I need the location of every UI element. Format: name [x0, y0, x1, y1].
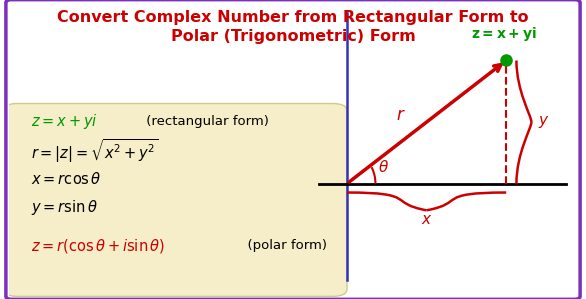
Text: $z = x + yi$: $z = x + yi$: [32, 112, 98, 131]
Text: (polar form): (polar form): [239, 239, 327, 252]
Text: $x$: $x$: [421, 212, 432, 227]
FancyBboxPatch shape: [3, 103, 347, 296]
Text: $z = r(\cos\theta + i\sin\theta)$: $z = r(\cos\theta + i\sin\theta)$: [32, 237, 165, 255]
Text: $\theta$: $\theta$: [379, 159, 390, 175]
Text: (rectangular form): (rectangular form): [142, 115, 269, 128]
Text: $y$: $y$: [538, 114, 550, 130]
FancyBboxPatch shape: [6, 0, 580, 299]
Text: $r = |z| = \sqrt{x^2 + y^2}$: $r = |z| = \sqrt{x^2 + y^2}$: [32, 137, 159, 165]
Text: $x = r\cos\theta$: $x = r\cos\theta$: [32, 171, 102, 187]
Text: $\mathbf{z = x + yi}$: $\mathbf{z = x + yi}$: [471, 25, 536, 43]
Text: $y = r\sin\theta$: $y = r\sin\theta$: [32, 198, 98, 217]
Text: $r$: $r$: [396, 106, 406, 124]
Text: Convert Complex Number from Rectangular Form to
Polar (Trigonometric) Form: Convert Complex Number from Rectangular …: [57, 10, 529, 44]
